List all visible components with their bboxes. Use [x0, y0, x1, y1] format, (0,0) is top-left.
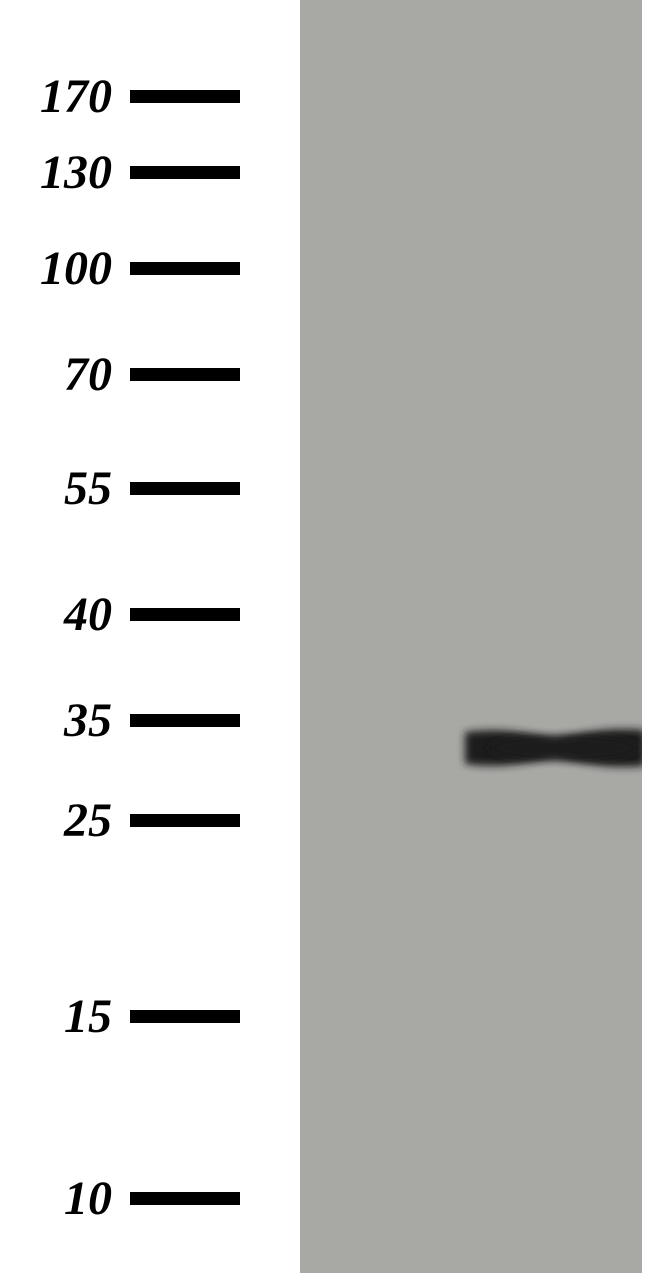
ladder-tick	[130, 814, 240, 827]
ladder-label: 100	[0, 241, 130, 296]
ladder-tick	[130, 262, 240, 275]
ladder-label: 130	[0, 145, 130, 200]
ladder-marker-35: 35	[0, 696, 300, 744]
ladder-label: 170	[0, 69, 130, 124]
western-blot-figure: 170 130 100 70 55 40 35 25 15 10	[0, 0, 650, 1273]
ladder-marker-100: 100	[0, 244, 300, 292]
ladder-label: 70	[0, 347, 130, 402]
ladder-tick	[130, 482, 240, 495]
blot-svg	[300, 0, 642, 1273]
ladder-label: 15	[0, 989, 130, 1044]
ladder-label: 25	[0, 793, 130, 848]
ladder-tick	[130, 1192, 240, 1205]
ladder-label: 35	[0, 693, 130, 748]
ladder-marker-70: 70	[0, 350, 300, 398]
blot-membrane	[300, 0, 642, 1273]
ladder-tick	[130, 1010, 240, 1023]
ladder-tick	[130, 90, 240, 103]
ladder-marker-170: 170	[0, 72, 300, 120]
ladder-marker-10: 10	[0, 1174, 300, 1222]
ladder-marker-15: 15	[0, 992, 300, 1040]
ladder-label: 10	[0, 1171, 130, 1226]
ladder-marker-25: 25	[0, 796, 300, 844]
blot-band-core	[488, 735, 639, 761]
ladder-tick	[130, 608, 240, 621]
ladder-tick	[130, 166, 240, 179]
molecular-weight-ladder: 170 130 100 70 55 40 35 25 15 10	[0, 0, 300, 1273]
ladder-tick	[130, 714, 240, 727]
ladder-label: 55	[0, 461, 130, 516]
ladder-label: 40	[0, 587, 130, 642]
ladder-marker-40: 40	[0, 590, 300, 638]
ladder-marker-130: 130	[0, 148, 300, 196]
ladder-tick	[130, 368, 240, 381]
ladder-marker-55: 55	[0, 464, 300, 512]
